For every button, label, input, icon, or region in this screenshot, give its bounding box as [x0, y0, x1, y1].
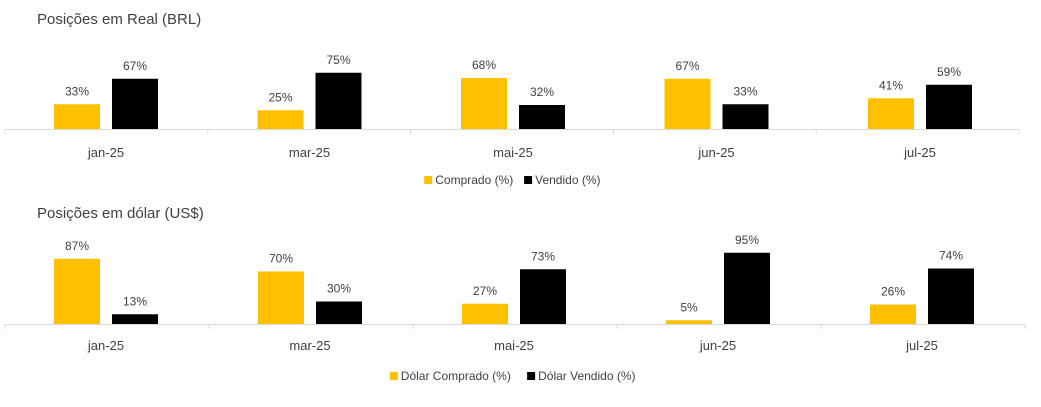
chart-1-bar-vendido [112, 78, 158, 129]
chart-1-legend-swatch-comprado [424, 176, 433, 184]
chart-1-bar-vendido [315, 72, 362, 129]
chart-1-x-tick-label: mai-25 [493, 145, 533, 160]
chart-2-data-label: 13% [123, 294, 147, 308]
chart-2-bar-comprado [870, 304, 916, 324]
chart-2-title: Posições em dólar (US$) [37, 205, 204, 222]
chart-1-data-label: 32% [530, 85, 554, 99]
chart-2-legend-swatch-comprado [389, 372, 398, 380]
chart-1-bar-comprado [868, 98, 914, 129]
chart-1-bar-comprado [664, 78, 711, 129]
chart-1-bar-vendido [926, 84, 972, 129]
chart-2-bar-vendido [724, 252, 770, 324]
chart-2-bar-vendido [316, 301, 362, 324]
chart-1-legend-swatch-vendido [524, 176, 533, 184]
chart-2-data-label: 95% [735, 233, 759, 247]
chart-2-bar-vendido [928, 268, 974, 324]
chart-1-data-label: 41% [879, 78, 903, 92]
chart-2-data-label: 74% [939, 249, 963, 263]
chart-2-bar-comprado [54, 258, 100, 324]
chart-2-x-tick-label: mai-25 [494, 338, 534, 353]
chart-2-x-tick-label: mar-25 [289, 338, 330, 353]
chart-2-data-label: 30% [327, 282, 351, 296]
chart-2-bar-vendido [520, 269, 566, 324]
chart-2-bar-comprado [258, 271, 304, 324]
chart-2-legend-label: Dólar Vendido (%) [538, 369, 635, 383]
chart-2-data-label: 27% [473, 284, 497, 298]
chart-1-bar-vendido [519, 105, 565, 129]
chart-1-legend-label: Comprado (%) [435, 173, 513, 187]
chart-2-bar-comprado [462, 303, 508, 324]
chart-1-data-label: 68% [472, 58, 496, 72]
chart-2-legend-label: Dólar Comprado (%) [401, 369, 511, 383]
chart-1-bar-comprado [54, 104, 100, 129]
chart-1-bar-comprado [257, 110, 304, 129]
chart-2-data-label: 73% [531, 249, 555, 263]
chart-1-title: Posições em Real (BRL) [37, 11, 201, 28]
chart-2-legend-swatch-vendido [527, 372, 536, 380]
chart-1-data-label: 67% [675, 59, 699, 73]
chart-2-bar-comprado [666, 320, 712, 324]
chart-1-legend-label: Vendido (%) [535, 173, 600, 187]
chart-1-x-tick-label: jan-25 [87, 145, 124, 160]
chart-1-data-label: 33% [65, 84, 89, 98]
chart-1-data-label: 67% [123, 59, 147, 73]
chart-2-data-label: 87% [65, 239, 89, 253]
chart-1-data-label: 25% [268, 90, 292, 104]
chart-2-x-tick-label: jul-25 [905, 338, 938, 353]
chart-2-x-tick-label: jun-25 [699, 338, 736, 353]
chart-1-data-label: 75% [326, 53, 350, 67]
chart-2-x-tick-label: jan-25 [87, 338, 124, 353]
chart-2-data-label: 5% [680, 300, 698, 314]
chart-1-data-label: 33% [733, 84, 757, 98]
chart-1-x-tick-label: mar-25 [289, 145, 330, 160]
chart-1-bar-vendido [722, 104, 769, 129]
chart-1-x-tick-label: jul-25 [903, 145, 936, 160]
chart-1-data-label: 59% [937, 65, 961, 79]
chart-1-x-tick-label: jun-25 [697, 145, 734, 160]
chart-2-data-label: 70% [269, 252, 293, 266]
chart-2-bar-vendido [112, 314, 158, 324]
chart-2-data-label: 26% [881, 285, 905, 299]
chart-1-bar-comprado [461, 78, 507, 129]
